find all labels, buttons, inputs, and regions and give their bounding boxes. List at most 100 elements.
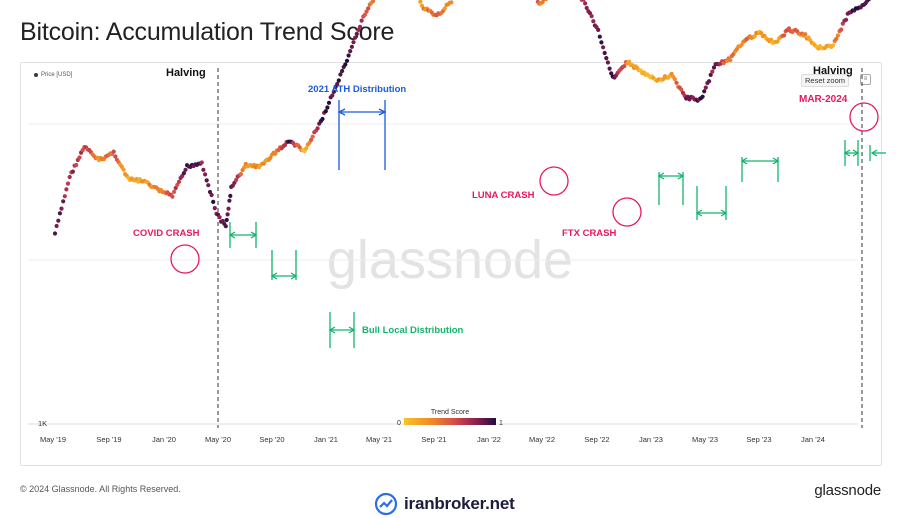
price-point [52,231,58,236]
price-point [206,183,211,188]
distribution-range-open [869,145,886,161]
price-point [323,109,328,114]
price-point [752,34,757,39]
partner-chart-icon [374,492,398,516]
price-point [226,206,231,211]
price-point [111,149,116,154]
price-point [604,56,609,61]
price-point [703,85,708,90]
partner-logo: iranbroker.net [374,492,515,516]
price-point [540,0,545,5]
price-point [702,89,707,94]
price-point [309,137,314,142]
price-point [803,32,808,37]
price-point [364,9,369,14]
x-tick-label: Sep '19 [96,435,121,444]
x-tick-label: Jan '24 [801,435,825,444]
x-tick-label: May '21 [366,435,392,444]
price-point [326,100,332,105]
price-point [672,77,677,82]
x-tick-label: Sep '22 [584,435,609,444]
price-legend[interactable]: Price [USD] [34,72,72,78]
price-point [581,0,586,2]
price-point [62,194,67,199]
price-point [707,79,712,84]
price-point [183,167,188,172]
colorbar-min: 0 [397,420,401,427]
distribution-range [843,140,860,166]
price-point [113,154,118,159]
price-point [607,66,612,71]
price-point [67,174,72,180]
price-point [597,34,602,39]
x-tick-label: Jan '23 [639,435,663,444]
price-point [700,94,705,99]
price-point [204,178,209,183]
x-tick-label: May '20 [205,435,231,444]
halving-label-2020: Halving [166,67,206,79]
price-point [348,49,353,54]
price-point [228,193,233,198]
luna-circle [539,166,569,196]
price-point [211,199,216,204]
mar2024-circle [849,102,879,132]
price-point [331,89,336,94]
price-point [74,162,79,168]
price-point [209,192,214,198]
price-point [64,187,69,192]
distribution-range [695,186,728,220]
price-point [234,177,239,183]
chart-frame [20,62,882,466]
price-point [844,17,849,22]
ath-distribution-marker [337,100,387,170]
price-point [834,36,839,42]
price-point [70,169,75,174]
price-point [320,116,325,122]
price-point [61,199,66,204]
price-point [304,146,309,151]
partner-name: iranbroker.net [404,494,515,513]
halving-label-2024: Halving [813,65,853,77]
price-point [59,206,64,211]
chart-menu-icon[interactable]: ≡ [860,74,871,85]
price-point [310,134,315,139]
mar2024-label: MAR-2024 [799,94,848,105]
price-point [351,40,356,45]
price-point [599,40,604,45]
price-point [56,218,61,223]
price-point [336,78,341,83]
price-point [769,37,774,42]
price-point [835,33,841,38]
price-point [583,1,588,6]
price-point [349,44,354,49]
price-point [173,185,178,191]
reset-zoom-button[interactable]: Reset zoom [801,74,850,87]
price-point [170,194,175,199]
price-point [242,165,247,170]
ath-label: 2021 ATH Distribution [308,84,406,95]
price-point [622,64,627,69]
price-point [728,58,733,63]
price-point [121,167,126,172]
price-point [354,31,359,36]
luna-label: LUNA CRASH [472,190,535,201]
price-point [711,65,717,70]
price-point [830,43,836,48]
price-point [344,58,350,63]
price-point [225,212,230,217]
price-point [596,27,601,32]
price-point [217,215,222,220]
price-point [201,167,206,172]
price-point [839,27,844,32]
price-point [199,160,204,165]
colorbar [404,418,496,425]
price-point [340,68,345,74]
distribution-range [270,250,298,280]
price-point [338,72,343,77]
x-tick-label: Sep '21 [421,435,446,444]
price-point [65,181,71,186]
distribution-range [657,172,685,205]
price-point [343,62,348,67]
price-point [212,206,217,211]
